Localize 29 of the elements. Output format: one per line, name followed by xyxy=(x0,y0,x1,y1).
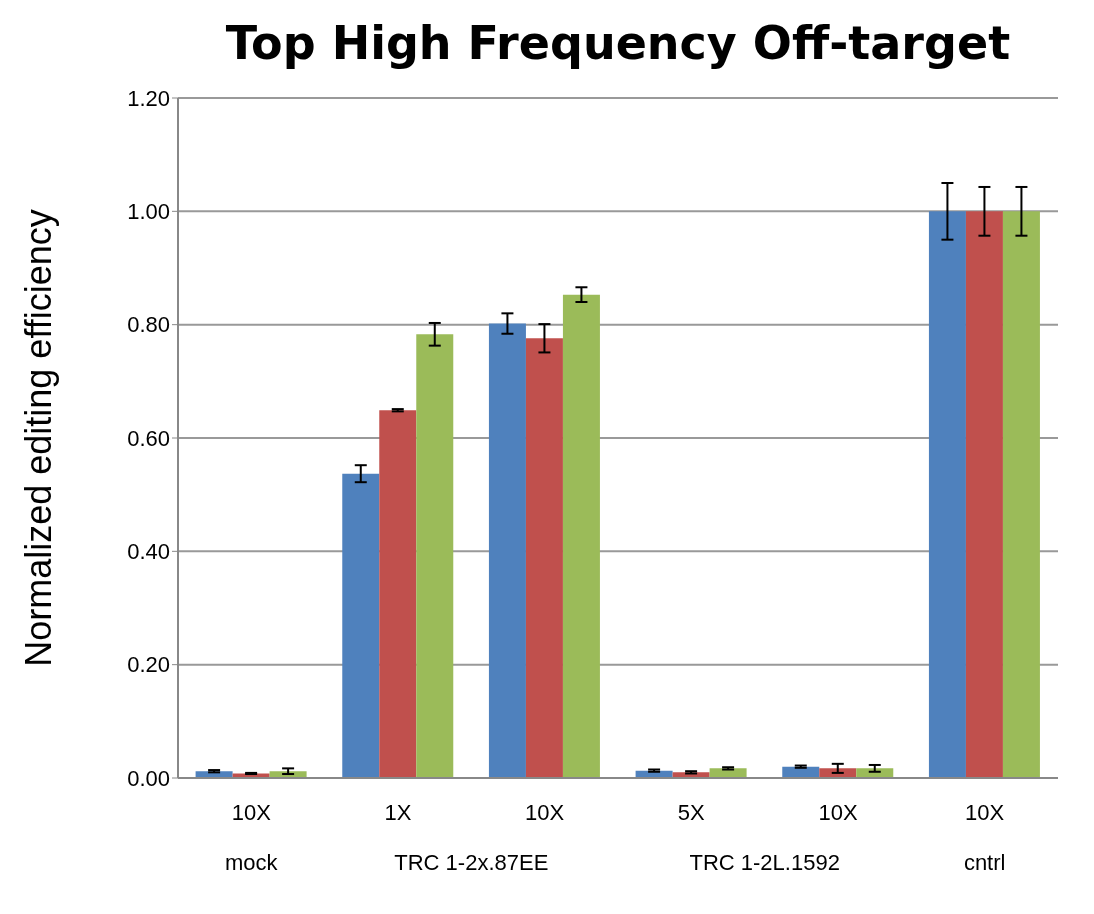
bar xyxy=(1002,211,1040,778)
x-tick-label: 10X xyxy=(818,799,858,825)
y-tick-label: 0.80 xyxy=(127,312,170,338)
text: cntrl xyxy=(962,850,1007,876)
bar xyxy=(928,211,966,778)
text: TRC 1-2L.1592 xyxy=(688,850,841,876)
x-tick-label: 10X xyxy=(231,799,272,825)
chart-title: Top High Frequency Off-target xyxy=(224,16,1012,70)
bar xyxy=(416,334,454,778)
bar xyxy=(379,410,417,778)
y-tick-label: 0.60 xyxy=(127,425,170,451)
y-tick-label: 0.00 xyxy=(127,765,170,791)
y-axis-title: Normalized editing efficiency xyxy=(17,209,59,667)
x-tick-label: 1X xyxy=(384,799,412,825)
x-tick-label: 10X xyxy=(525,799,565,825)
y-tick-label: 0.20 xyxy=(127,652,170,678)
bar xyxy=(709,768,747,778)
y-tick-label: 1.20 xyxy=(127,85,170,111)
bar xyxy=(525,338,563,778)
bar xyxy=(562,294,600,778)
bar xyxy=(965,211,1003,778)
text: TRC 1-2x.87EE xyxy=(393,850,550,876)
text: mock xyxy=(224,850,279,876)
x-tick-label: 5X xyxy=(677,799,706,825)
y-tick-label: 1.00 xyxy=(127,199,170,225)
bar xyxy=(488,323,526,778)
y-tick-label: 0.40 xyxy=(127,539,170,565)
x-tick-label: 10X xyxy=(965,799,1005,825)
bar xyxy=(342,473,380,778)
